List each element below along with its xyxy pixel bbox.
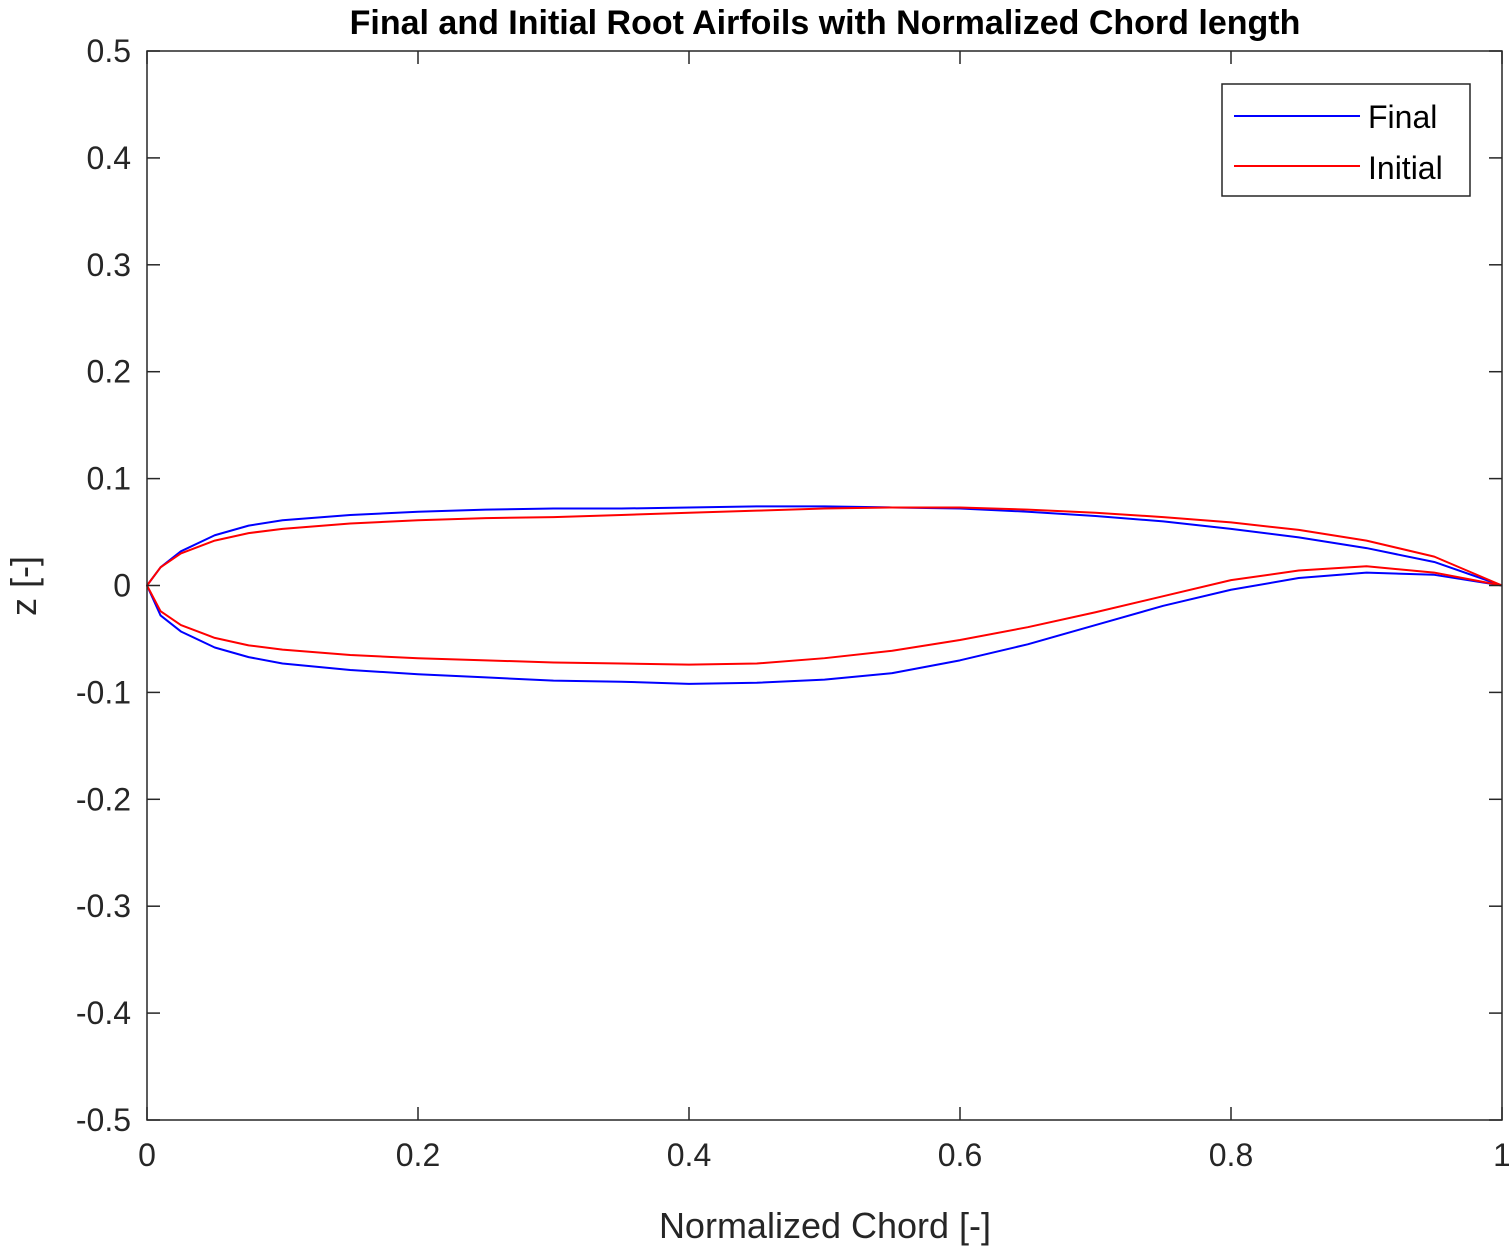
y-tick-label: 0.1 [87,461,131,497]
x-axis: 0 0.2 0.4 0.6 0.8 1 [138,51,1509,1173]
y-tick-label: 0.5 [87,33,131,69]
x-tick-label: 0.4 [667,1137,711,1173]
y-tick-label: -0.4 [76,995,131,1031]
x-tick-label: 0.2 [396,1137,440,1173]
y-axis-label: z [-] [3,556,44,616]
y-tick-label: -0.2 [76,781,131,817]
y-tick-label: -0.5 [76,1102,131,1138]
x-tick-label: 0.8 [1209,1137,1253,1173]
legend: Final Initial [1221,83,1471,197]
chart-title: Final and Initial Root Airfoils with Nor… [350,4,1301,42]
y-tick-label: -0.3 [76,888,131,924]
y-tick-label: 0.4 [87,140,131,176]
plot-area [147,51,1502,1120]
x-tick-label: 0 [138,1137,156,1173]
x-tick-label: 0.6 [938,1137,982,1173]
y-tick-label: 0 [113,568,131,604]
x-axis-label: Normalized Chord [-] [659,1205,991,1246]
y-tick-label: 0.2 [87,354,131,390]
legend-label-initial: Initial [1368,150,1443,186]
y-tick-label: 0.3 [87,247,131,283]
legend-box [1221,83,1471,197]
x-tick-label: 1 [1493,1137,1509,1173]
y-tick-label: -0.1 [76,674,131,710]
y-axis: 0.5 0.4 0.3 0.2 0.1 0 -0.1 -0.2 -0.3 -0.4 -0.5 [76,33,1502,1138]
legend-label-final: Final [1368,99,1437,135]
